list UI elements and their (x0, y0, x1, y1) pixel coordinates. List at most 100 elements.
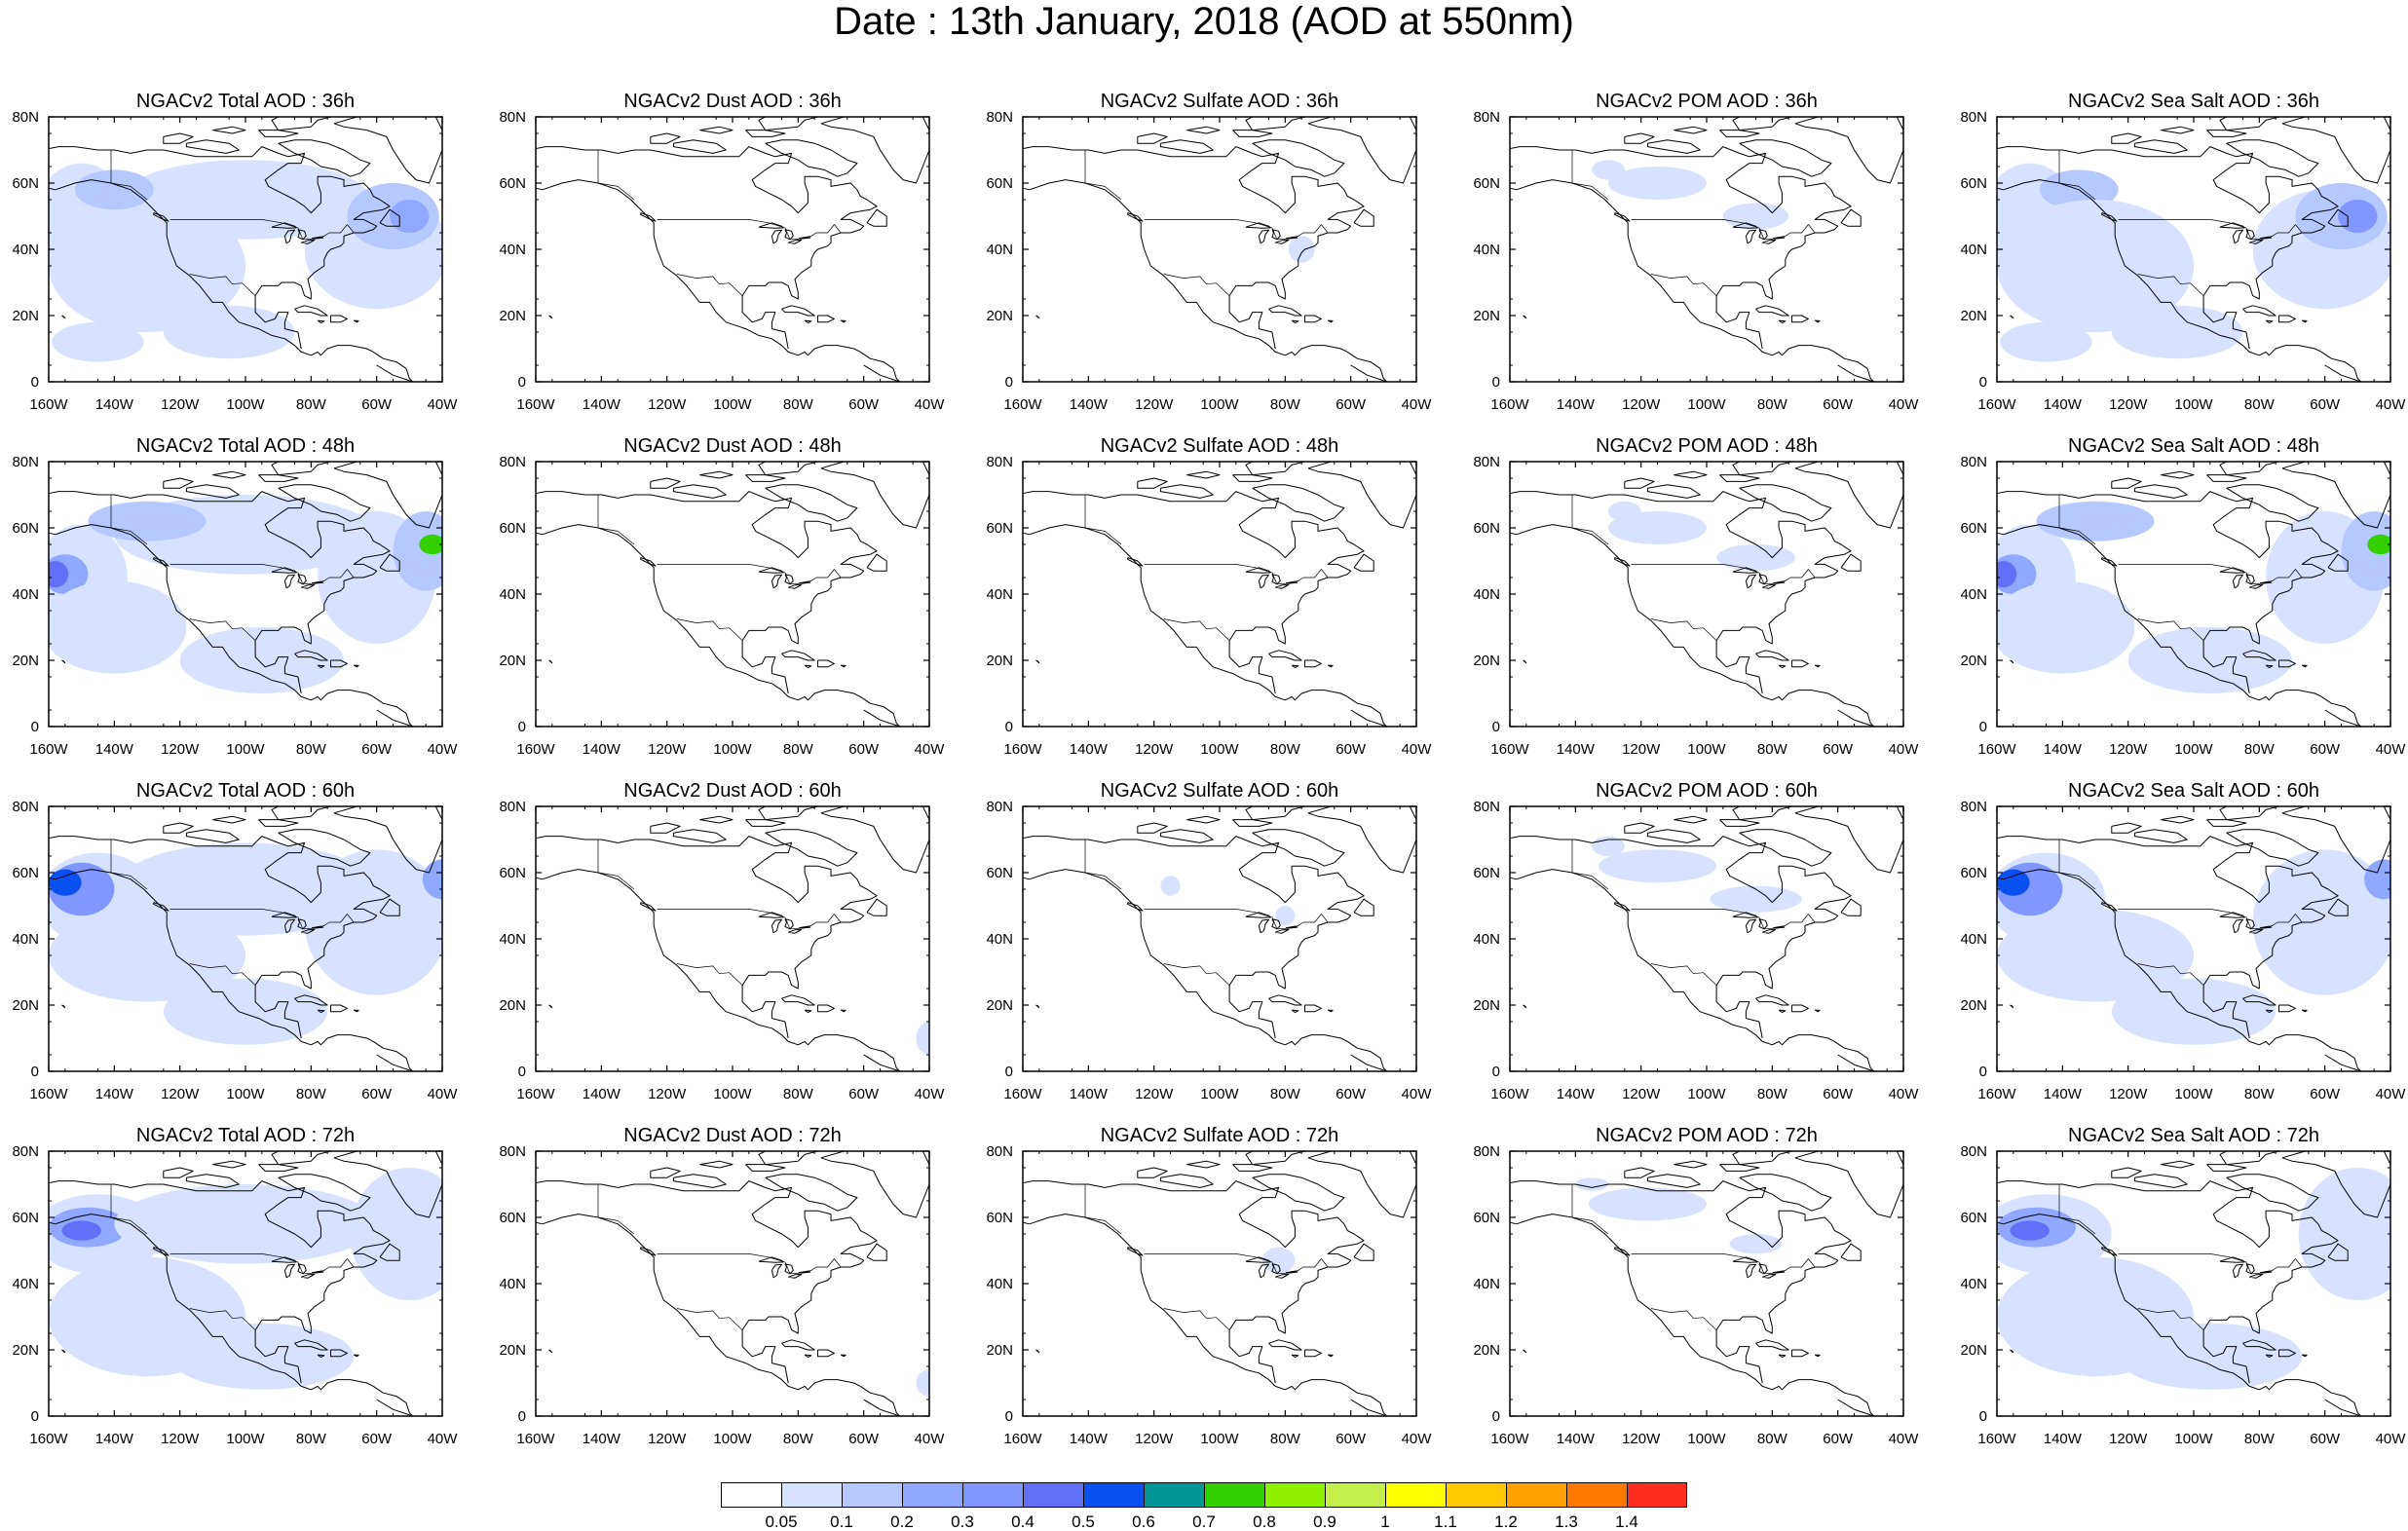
lat-tick-label: 60N (499, 520, 526, 537)
aod-patch (1608, 501, 1641, 522)
coastlines (536, 462, 929, 727)
lat-tick-label: 80N (986, 799, 1013, 815)
lat-tick-label: 80N (499, 109, 526, 126)
lon-tick-label: 160W (29, 1086, 68, 1102)
lon-tick-label: 100W (1200, 396, 1239, 413)
aod-patch (1997, 869, 2030, 896)
lat-tick-label: 20N (12, 308, 39, 324)
lon-tick-label: 100W (1687, 741, 1726, 758)
lat-tick-label: 60N (986, 175, 1013, 192)
lat-tick-label: 0 (31, 374, 39, 391)
map-panel-sulfate-72h: NGACv2 Sulfate AOD : 72h 160W 140W 120W 100W… (976, 1124, 1463, 1469)
lat-tick-label: 20N (499, 1342, 526, 1359)
lon-tick-label: 80W (2244, 1431, 2276, 1447)
colorbar-swatch (1264, 1482, 1325, 1508)
lat-tick-label: 20N (986, 997, 1013, 1014)
colorbar-tick-label: 0.05 (765, 1512, 798, 1531)
lon-tick-label: 100W (226, 741, 265, 758)
lon-tick-label: 140W (1557, 1431, 1596, 1447)
lat-tick-label: 0 (1005, 719, 1013, 735)
panel-title: NGACv2 Dust AOD : 72h (623, 1125, 842, 1146)
aod-patch (1716, 544, 1795, 572)
lon-tick-label: 60W (2310, 396, 2341, 413)
lat-tick-label: 40N (1473, 931, 1500, 948)
map-plot: 160W 140W 120W 100W 80W 60W 40W 0 20N 40N 60N 80N (986, 1143, 1432, 1447)
lon-tick-label: 80W (296, 1086, 327, 1102)
aod-patch (2000, 321, 2092, 362)
lon-tick-label: 80W (1757, 741, 1788, 758)
map-plot: 160W 140W 120W 100W 80W 60W 40W 0 20N 40N 60N 80N (1473, 1143, 1919, 1447)
lon-tick-label: 160W (516, 1431, 555, 1447)
panel-title: NGACv2 POM AOD : 72h (1596, 1125, 1818, 1146)
map-plot: 160W 140W 120W 100W 80W 60W 40W 0 20N 40N 60N 80N (986, 799, 1433, 1102)
lon-tick-label: 40W (1889, 741, 1920, 758)
map-plot: 160W 140W 120W 100W 80W 60W 40W 0 20N 40N 60N 80N (499, 109, 946, 413)
aod-patch (163, 305, 295, 359)
lon-tick-label: 60W (848, 1086, 880, 1102)
aod-field (1261, 1247, 1296, 1274)
colorbar-tick-label: 0.3 (951, 1512, 974, 1531)
lat-tick-label: 0 (1979, 1408, 1987, 1425)
colorbar-swatch (1446, 1482, 1506, 1508)
aod-patch (2111, 305, 2243, 359)
lon-tick-label: 80W (1757, 396, 1788, 413)
lon-tick-label: 160W (1490, 1431, 1529, 1447)
lon-tick-label: 80W (783, 741, 814, 758)
lon-tick-label: 120W (2109, 741, 2148, 758)
lat-tick-label: 80N (12, 799, 39, 815)
aod-patch (52, 321, 144, 362)
lat-tick-label: 80N (1473, 1143, 1500, 1160)
lon-tick-label: 60W (848, 396, 880, 413)
lat-tick-label: 80N (1473, 454, 1500, 470)
lon-tick-label: 40W (915, 396, 946, 413)
lon-tick-label: 40W (1889, 396, 1920, 413)
lon-tick-label: 60W (1823, 1086, 1854, 1102)
lon-tick-label: 160W (516, 741, 555, 758)
aod-patch (1275, 906, 1296, 926)
panel-title: NGACv2 Total AOD : 36h (135, 91, 356, 112)
lon-tick-label: 120W (1135, 1431, 1174, 1447)
lon-tick-label: 120W (2109, 1431, 2148, 1447)
lat-tick-label: 80N (1473, 109, 1500, 126)
lat-tick-label: 40N (1960, 931, 1987, 948)
lat-tick-label: 0 (1492, 374, 1500, 391)
lon-tick-label: 140W (2044, 741, 2083, 758)
lon-tick-label: 100W (2174, 741, 2213, 758)
aod-patch (2111, 978, 2276, 1045)
lon-tick-label: 40W (1402, 741, 1433, 758)
aod-patch (114, 1184, 377, 1264)
aod-colorbar: 0.05 0.1 0.2 0.3 0.4 0.5 0.6 0.7 0.8 0.9 1 1.1 1.2 1.… (721, 1482, 1687, 1531)
lat-tick-label: 20N (1473, 308, 1500, 324)
lat-tick-label: 60N (986, 1210, 1013, 1226)
lon-tick-label: 40W (1402, 1086, 1433, 1102)
lat-tick-label: 40N (986, 931, 1013, 948)
lat-tick-label: 80N (1960, 454, 1987, 470)
lon-tick-label: 160W (1490, 396, 1529, 413)
coastlines (1023, 462, 1416, 727)
map-plot: 160W 140W 120W 100W 80W 60W 40W 0 20N 40N 60N 80N (1960, 799, 2406, 1102)
lat-tick-label: 60N (499, 865, 526, 881)
aod-patch (2252, 849, 2390, 995)
lon-tick-label: 120W (161, 741, 200, 758)
aod-field (49, 842, 442, 1045)
map-plot: 160W 140W 120W 100W 80W 60W 40W 0 20N 40N 60N 80N (12, 109, 458, 413)
aod-patch (422, 859, 442, 900)
map-panel-sulfate-36h: NGACv2 Sulfate AOD : 36h 160W 140W 120W 100W… (976, 90, 1463, 434)
map-panel-sulfate-48h: NGACv2 Sulfate AOD : 48h 160W 140W 120W 100W… (976, 434, 1463, 779)
coastlines (1023, 117, 1416, 382)
lat-tick-label: 20N (12, 997, 39, 1014)
lon-tick-label: 60W (1823, 1431, 1854, 1447)
lon-tick-label: 80W (1757, 1431, 1788, 1447)
lon-tick-label: 160W (1003, 396, 1042, 413)
map-plot: 160W 140W 120W 100W 80W 60W 40W 0 20N 40N 60N 80N (499, 454, 945, 758)
coastlines (1997, 1151, 2390, 1416)
colorbar-swatch (721, 1482, 781, 1508)
coastlines (1997, 806, 2390, 1071)
map-plot: 160W 140W 120W 100W 80W 60W 40W 0 20N 40N 60N 80N (499, 1143, 945, 1447)
lat-tick-label: 60N (12, 520, 39, 537)
lon-tick-label: 140W (583, 1086, 621, 1102)
lon-tick-label: 60W (361, 1086, 393, 1102)
aod-patch (350, 1168, 442, 1300)
map-panel-dust-36h: NGACv2 Dust AOD : 36h 160W 140W 120W 100W 80W… (489, 90, 976, 434)
lon-tick-label: 140W (1070, 396, 1109, 413)
